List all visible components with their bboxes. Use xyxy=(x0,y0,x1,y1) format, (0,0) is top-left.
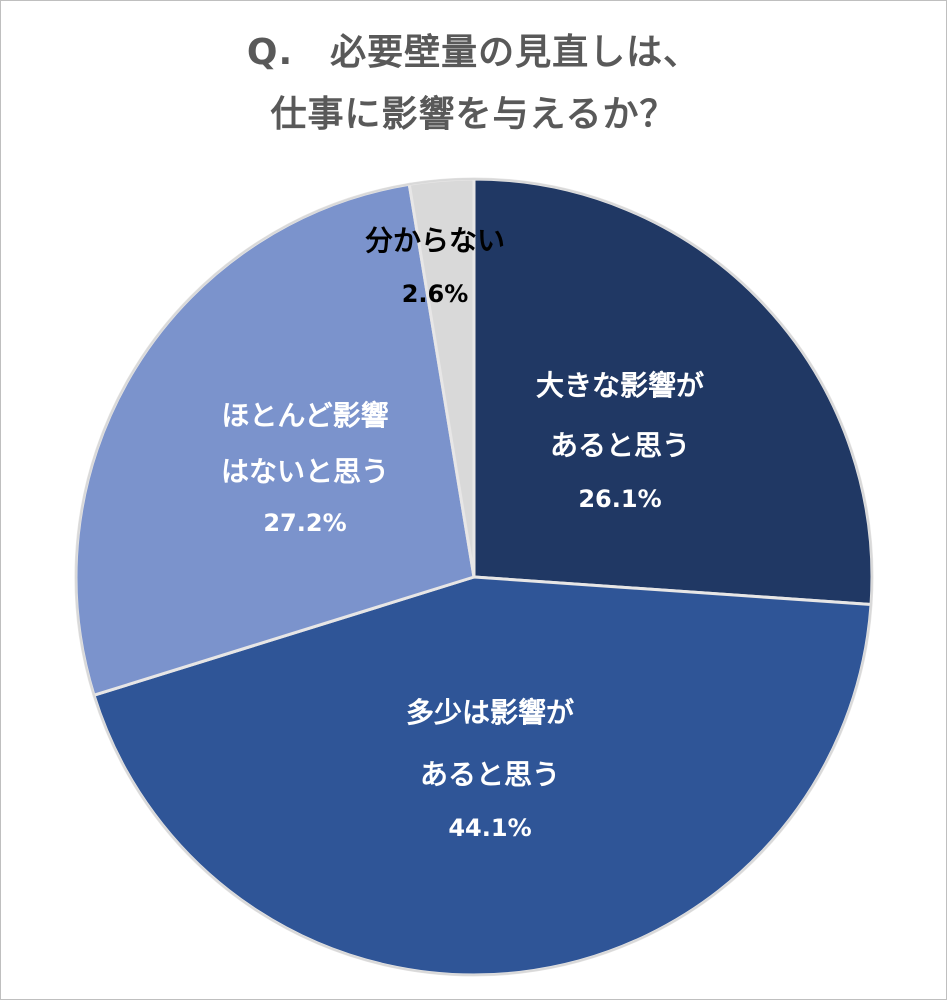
pie-outline xyxy=(75,178,873,976)
slice-label-1-line-0: 多少は影響が xyxy=(406,696,574,729)
slice-label-3-line-0: 分からない xyxy=(365,224,505,257)
slice-label-0-line-1: あると思う xyxy=(550,429,690,462)
chart-title-line-2: 仕事に影響を与えるか？ xyxy=(270,94,677,135)
chart-title-line-1: Q. 必要壁量の見直しは、 xyxy=(246,32,701,73)
pie-slices xyxy=(74,177,874,977)
slice-label-0-line-0: 大きな影響が xyxy=(536,369,704,402)
slice-value-1: 44.1% xyxy=(448,814,531,842)
slice-value-2: 27.2% xyxy=(263,509,346,537)
slice-label-1-line-1: あると思う xyxy=(420,758,560,791)
slice-value-3: 2.6% xyxy=(402,280,469,308)
pie-labels: 大きな影響があると思う26.1%多少は影響があると思う44.1%ほとんど影響はな… xyxy=(221,224,704,842)
chart-title: Q. 必要壁量の見直しは、 仕事に影響を与えるか？ xyxy=(0,22,947,146)
slice-value-0: 26.1% xyxy=(578,485,661,513)
slice-label-2-line-0: ほとんど影響 xyxy=(221,399,388,432)
slice-label-2-line-1: はないと思う xyxy=(221,455,389,488)
